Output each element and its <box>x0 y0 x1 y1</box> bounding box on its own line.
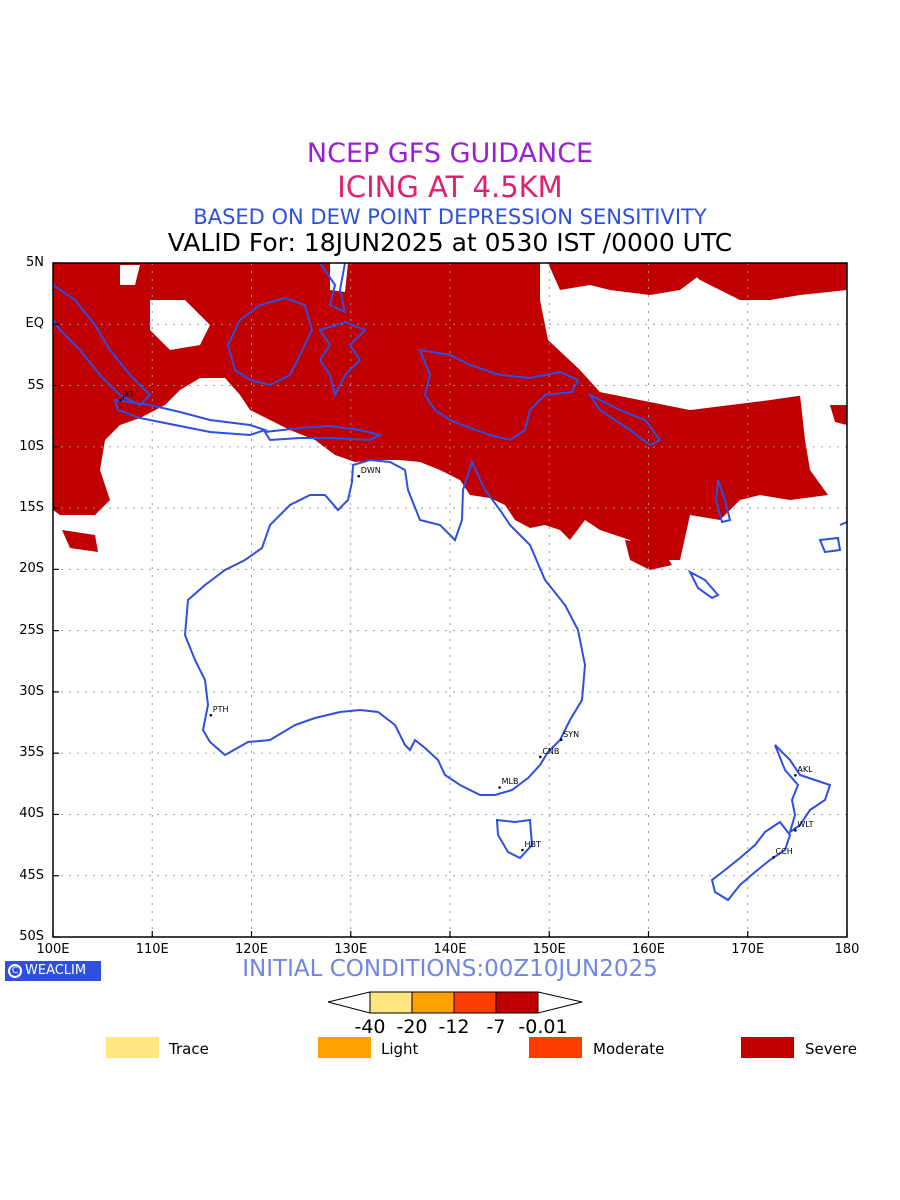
borneo-coastline <box>226 296 314 387</box>
city-label: MLB <box>501 777 519 787</box>
clear-areas <box>120 265 805 410</box>
city-marker <box>498 786 501 789</box>
lat-label: 45S <box>19 867 44 883</box>
lat-label: 25S <box>19 622 44 638</box>
sumatra-coastline <box>52 284 152 407</box>
city-marker <box>559 738 563 742</box>
lat-label: 5N <box>26 255 44 270</box>
legend-swatch-trace <box>106 1037 159 1058</box>
city-label: AKL <box>797 765 813 775</box>
lon-label: 120E <box>234 942 269 957</box>
city-marker <box>772 856 775 859</box>
lat-label: 35S <box>19 745 44 761</box>
severe-icing-area <box>53 263 847 570</box>
colorbar-severe <box>495 991 539 1014</box>
lon-label: 180 <box>834 942 860 957</box>
java-coastline <box>113 398 269 437</box>
lat-label: 10S <box>19 438 44 454</box>
lon-label: 160E <box>631 942 666 957</box>
city-label: CNB <box>542 746 560 756</box>
coastlines <box>52 262 848 902</box>
lat-label: 30S <box>19 683 44 699</box>
new-guinea-coastline <box>418 348 580 442</box>
city-marker <box>209 713 213 717</box>
valid-time-line: VALID For: 18JUN2025 at 0530 IST /0000 U… <box>167 228 733 257</box>
lat-label: 20S <box>19 561 44 577</box>
city-label: WLT <box>797 820 814 830</box>
legend-label-moderate: Moderate <box>593 1040 665 1058</box>
australia-coastline <box>183 458 587 796</box>
colorbar-tick: -20 <box>396 1016 428 1038</box>
colorbar-right-arrow <box>537 991 583 1014</box>
lat-label: 50S <box>19 929 44 944</box>
title-line-1: NCEP GFS GUIDANCE <box>306 138 594 169</box>
legend-swatch-severe <box>741 1037 794 1058</box>
city-marker <box>357 474 360 478</box>
lon-label: 150E <box>532 942 566 957</box>
lon-label: 100E <box>36 942 70 957</box>
legend-swatch-light <box>318 1037 371 1058</box>
legend-label-trace: Trace <box>169 1040 209 1058</box>
city-marker <box>521 848 524 852</box>
badge-text: WEACLIM <box>25 963 87 978</box>
legend-label-light: Light <box>381 1040 419 1058</box>
city-label: HBT <box>524 839 541 849</box>
copyright-icon: C <box>8 964 22 978</box>
lat-label: 15S <box>19 500 44 516</box>
city-marker <box>539 755 542 759</box>
colorbar-tick: -12 <box>438 1016 470 1038</box>
colorbar-tick: -40 <box>354 1016 386 1038</box>
colorbar-light <box>411 991 455 1014</box>
city-label: PTH <box>212 705 229 715</box>
legend-label-severe: Severe <box>805 1040 857 1058</box>
new-zealand-north-coastline <box>774 744 832 835</box>
city-label: JKT <box>122 390 135 400</box>
lon-label: 110E <box>135 942 169 957</box>
legend-swatch-moderate <box>529 1037 582 1058</box>
city-marker <box>119 398 122 402</box>
lat-label: 5S <box>27 377 44 393</box>
lon-label: 140E <box>433 942 467 957</box>
lon-label: 170E <box>731 942 765 957</box>
lat-label: 40S <box>19 806 44 822</box>
lat-label: EQ <box>25 316 44 332</box>
city-marker <box>794 829 797 832</box>
weaclim-badge: C WEACLIM <box>5 961 101 981</box>
city-label: DWN <box>360 466 381 476</box>
initial-conditions: INITIAL CONDITIONS:00Z10JUN2025 <box>242 956 658 982</box>
lon-label: 130E <box>334 942 368 957</box>
colorbar-tick: -7 <box>486 1016 506 1038</box>
sulawesi-coastline <box>318 320 367 398</box>
title-line-3: BASED ON DEW POINT DEPRESSION SENSITIVIT… <box>193 205 707 229</box>
colorbar-tick: -0.01 <box>518 1016 568 1038</box>
city-label: CCH <box>775 847 793 857</box>
colorbar <box>327 991 583 1014</box>
city-label: SYN <box>563 729 580 739</box>
tasmania-coastline <box>495 818 534 860</box>
title-line-2: ICING AT 4.5KM <box>337 170 563 204</box>
city-marker <box>794 773 797 777</box>
colorbar-left-arrow <box>327 991 371 1014</box>
colorbar-trace <box>369 991 413 1014</box>
new-zealand-south-coastline <box>710 820 792 902</box>
colorbar-moderate <box>453 991 497 1014</box>
